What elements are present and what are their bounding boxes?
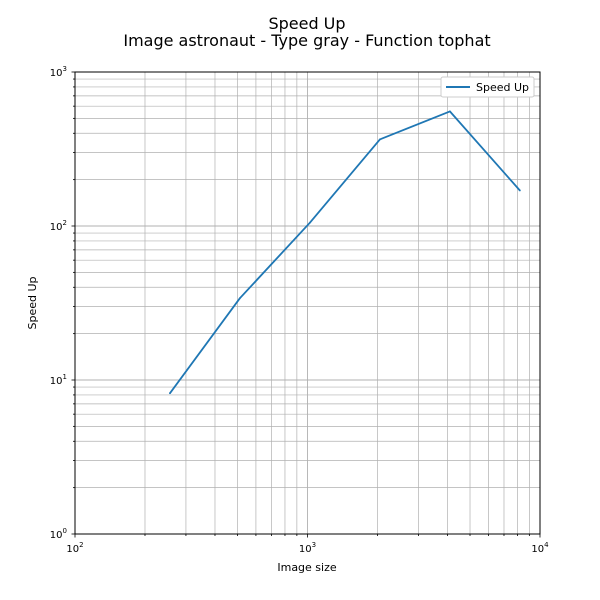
- series-lines: [169, 110, 521, 395]
- y-tick-label-base: 10: [50, 376, 63, 387]
- legend-label: Speed Up: [476, 81, 529, 94]
- y-tick-label: 103: [50, 65, 67, 79]
- y-axis-label: Speed Up: [26, 276, 39, 329]
- data-point: [378, 138, 381, 141]
- y-tick-label-base: 10: [50, 222, 63, 233]
- data-point: [518, 189, 521, 192]
- ticks: [71, 71, 541, 538]
- y-tick-label-base: 10: [50, 530, 63, 541]
- y-tick-label: 101: [50, 373, 67, 387]
- grid: [74, 71, 541, 535]
- x-tick-label-exponent: 3: [312, 541, 316, 549]
- data-point: [308, 221, 311, 224]
- y-tick-label-exponent: 0: [63, 527, 67, 535]
- y-tick-label: 102: [50, 219, 67, 233]
- y-tick-label-exponent: 1: [63, 373, 67, 381]
- chart-subtitle: Image astronaut - Type gray - Function t…: [123, 31, 490, 50]
- chart-title: Speed Up: [268, 14, 345, 33]
- series-line-speed-up: [169, 110, 521, 394]
- x-tick-label: 104: [531, 541, 549, 555]
- x-tick-label-exponent: 4: [544, 541, 549, 549]
- x-tick-label: 103: [299, 541, 316, 555]
- data-point: [239, 297, 241, 300]
- legend-box: [440, 76, 535, 98]
- data-point: [169, 392, 171, 395]
- y-tick-label-base: 10: [50, 68, 63, 79]
- y-tick-label-exponent: 2: [63, 219, 67, 227]
- x-tick-label-exponent: 2: [79, 541, 83, 549]
- y-tick-label-exponent: 3: [63, 65, 67, 73]
- y-tick-label: 100: [50, 527, 67, 541]
- legend: Speed Up: [440, 76, 535, 98]
- x-axis-label: Image size: [277, 561, 337, 574]
- data-point: [448, 110, 451, 113]
- x-tick-label: 102: [66, 541, 83, 555]
